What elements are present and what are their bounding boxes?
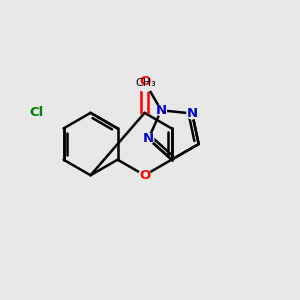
Circle shape [143, 134, 154, 144]
Circle shape [139, 169, 151, 181]
Text: N: N [143, 132, 154, 145]
Circle shape [30, 106, 43, 119]
Text: Cl: Cl [29, 106, 44, 119]
Circle shape [137, 75, 154, 92]
Text: O: O [139, 169, 150, 182]
Text: N: N [156, 104, 167, 117]
Text: N: N [187, 107, 198, 120]
Text: CH₃: CH₃ [135, 78, 156, 88]
Text: O: O [139, 75, 150, 88]
Circle shape [156, 105, 167, 116]
Circle shape [187, 108, 197, 119]
Circle shape [139, 76, 151, 88]
